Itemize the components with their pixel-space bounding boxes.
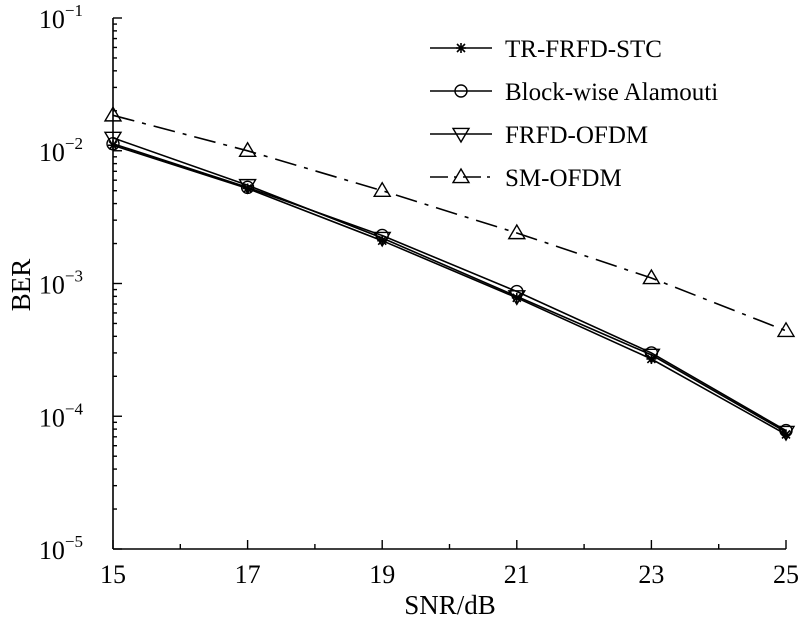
- y-axis-label: BER: [6, 259, 36, 312]
- series-sm-ofdm: [103, 105, 796, 338]
- x-tick-label: 19: [369, 560, 395, 589]
- series-line: [112, 144, 787, 436]
- y-tick-label: 10−5: [39, 532, 83, 565]
- data-point: [510, 284, 524, 299]
- x-tick-label: 17: [235, 560, 261, 589]
- data-point: [642, 348, 661, 365]
- data-point: [103, 131, 123, 148]
- y-tick-label: 10−2: [39, 134, 83, 167]
- y-tick-label: 10−4: [39, 399, 84, 432]
- series-line: [112, 137, 787, 433]
- legend-marker: [451, 127, 471, 144]
- series-line: [112, 142, 787, 432]
- legend-label: TR-FRFD-STC: [505, 36, 662, 63]
- legend: TR-FRFD-STC Block-wise Alamouti FRFD-OFDM S…: [430, 36, 718, 192]
- y-axis-ticks: 10−1 10−2 10−3 10−4 10−5: [39, 1, 122, 565]
- legend-label: SM-OFDM: [505, 165, 622, 192]
- series-block-wise-alamouti: [106, 137, 793, 438]
- data-point: [507, 290, 527, 306]
- legend-entry: FRFD-OFDM: [430, 122, 648, 149]
- data-point: [776, 425, 796, 442]
- data-point: [238, 141, 257, 158]
- legend-marker: [456, 43, 466, 53]
- data-point: [372, 181, 392, 198]
- legend-label: Block-wise Alamouti: [505, 79, 718, 106]
- x-tick-label: 15: [100, 560, 126, 589]
- x-tick-label: 23: [638, 560, 664, 589]
- y-tick-label: 10−1: [39, 1, 83, 34]
- data-point: [242, 183, 253, 194]
- series-tr-frfd-stc: [108, 140, 791, 440]
- x-tick-label: 21: [504, 560, 530, 589]
- data-point: [106, 137, 120, 151]
- legend-marker: [454, 84, 468, 98]
- series-line: [112, 114, 787, 332]
- data-point: [238, 178, 257, 195]
- legend-entry: TR-FRFD-STC: [430, 36, 662, 63]
- legend-label: FRFD-OFDM: [505, 122, 648, 149]
- series-frfd-ofdm: [103, 131, 796, 442]
- y-tick-label: 10−3: [39, 267, 83, 300]
- data-point: [781, 429, 791, 440]
- legend-entry: Block-wise Alamouti: [430, 79, 718, 106]
- data-point: [372, 231, 392, 248]
- x-tick-label: 25: [773, 560, 799, 589]
- legend-entry: SM-OFDM: [430, 165, 622, 192]
- data-point: [103, 105, 123, 122]
- data-point: [776, 321, 796, 338]
- data-point: [377, 235, 388, 246]
- data-point: [642, 268, 661, 285]
- series-layer: [103, 105, 796, 442]
- data-point: [507, 223, 527, 240]
- x-axis-label: SNR/dB: [404, 590, 496, 620]
- legend-marker: [451, 167, 471, 184]
- x-axis-ticks: 15 17 19 21 23 25: [100, 540, 799, 589]
